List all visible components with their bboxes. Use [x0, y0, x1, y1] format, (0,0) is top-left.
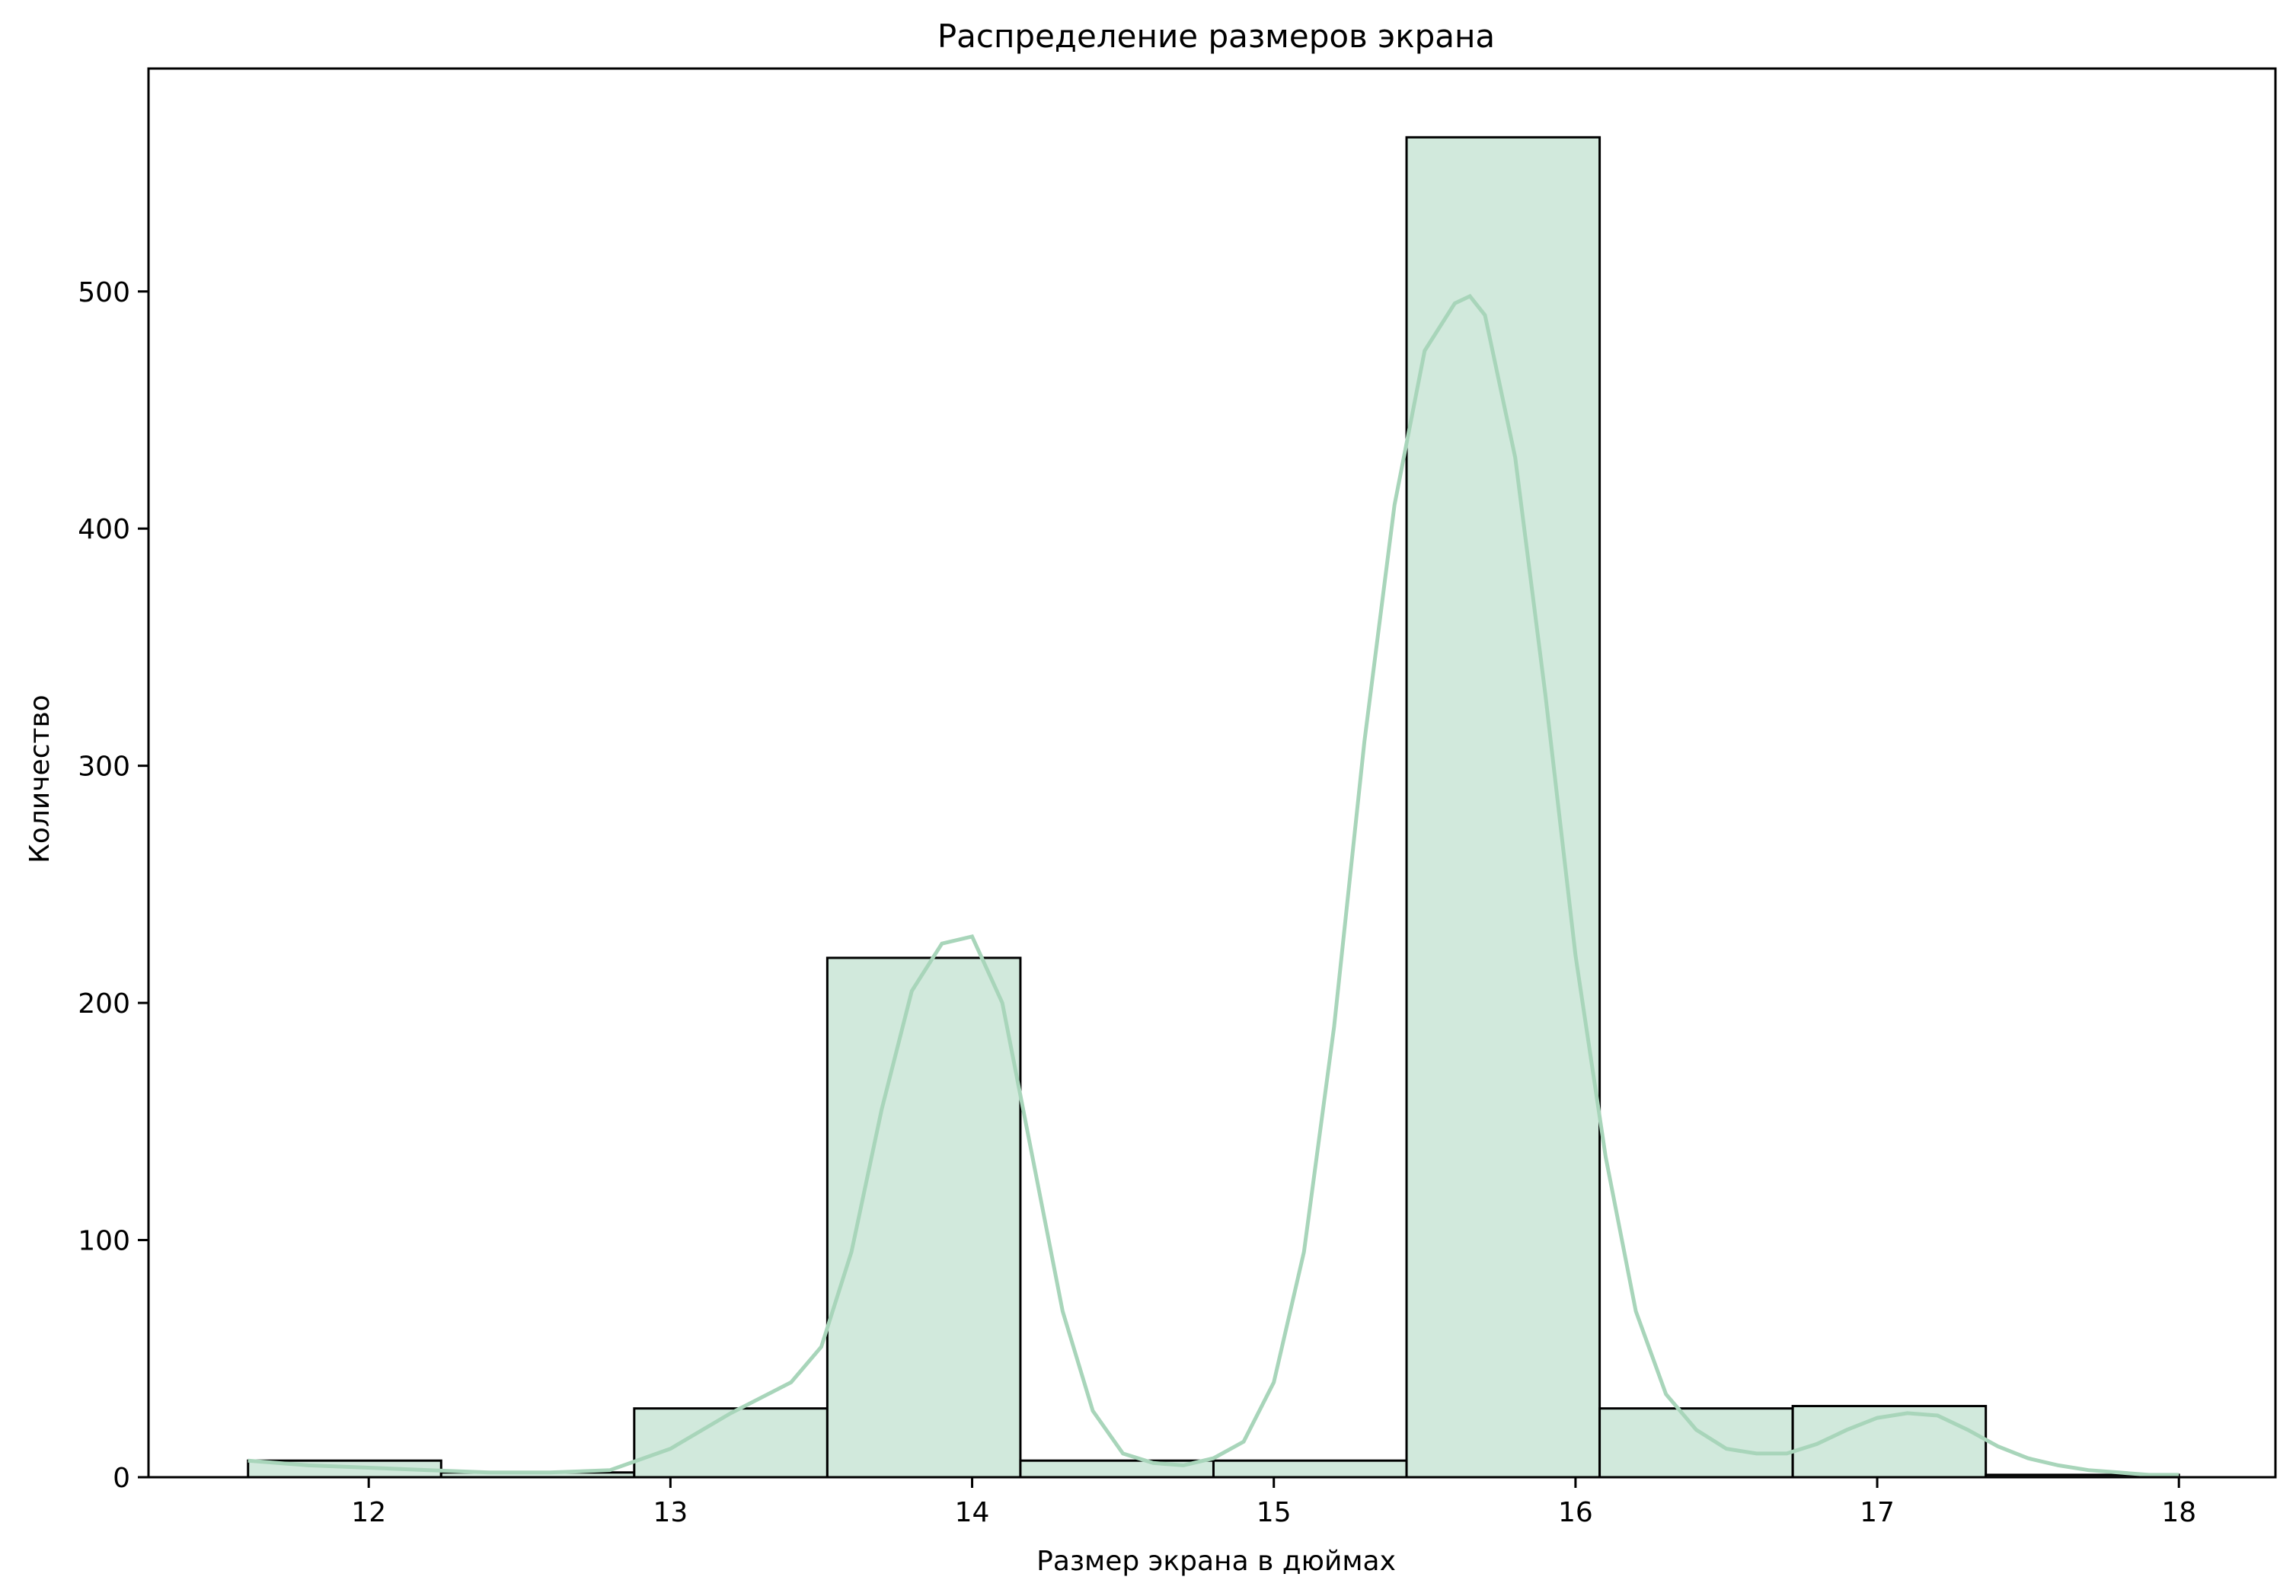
x-tick-label: 16 — [1558, 1497, 1593, 1528]
kde-curve — [247, 293, 2179, 1477]
x-axis-label: Размер экрана в дюймах — [1036, 1546, 1396, 1577]
histogram-bar-4 — [825, 956, 1022, 1479]
plot-frame — [147, 67, 2277, 1479]
y-tick-label: 200 — [78, 988, 130, 1020]
x-tick-label: 17 — [1860, 1497, 1895, 1528]
x-tick-label: 13 — [653, 1497, 688, 1528]
y-tick-label: 0 — [113, 1463, 130, 1494]
y-axis: 0 100 200 300 400 500 — [78, 277, 148, 1494]
histogram-bar-7 — [1405, 136, 1601, 1479]
histogram-bars — [247, 136, 2180, 1479]
y-tick-label: 400 — [78, 514, 130, 545]
x-tick-label: 14 — [955, 1497, 990, 1528]
histogram-bar-8 — [1598, 1407, 1794, 1479]
histogram-bar-6 — [1212, 1459, 1408, 1479]
x-tick-label: 18 — [2161, 1497, 2196, 1528]
chart-title: Распределение размеров экрана — [937, 18, 1495, 55]
x-tick-label: 15 — [1257, 1497, 1292, 1528]
x-axis: 12 13 14 15 16 17 18 — [351, 1477, 2196, 1528]
y-tick-label: 100 — [78, 1226, 130, 1257]
histogram-bar-3 — [633, 1407, 829, 1479]
y-tick-label: 300 — [78, 752, 130, 783]
x-tick-label: 12 — [351, 1497, 386, 1528]
y-tick-label: 500 — [78, 277, 130, 308]
y-axis-label: Количество — [24, 694, 56, 863]
